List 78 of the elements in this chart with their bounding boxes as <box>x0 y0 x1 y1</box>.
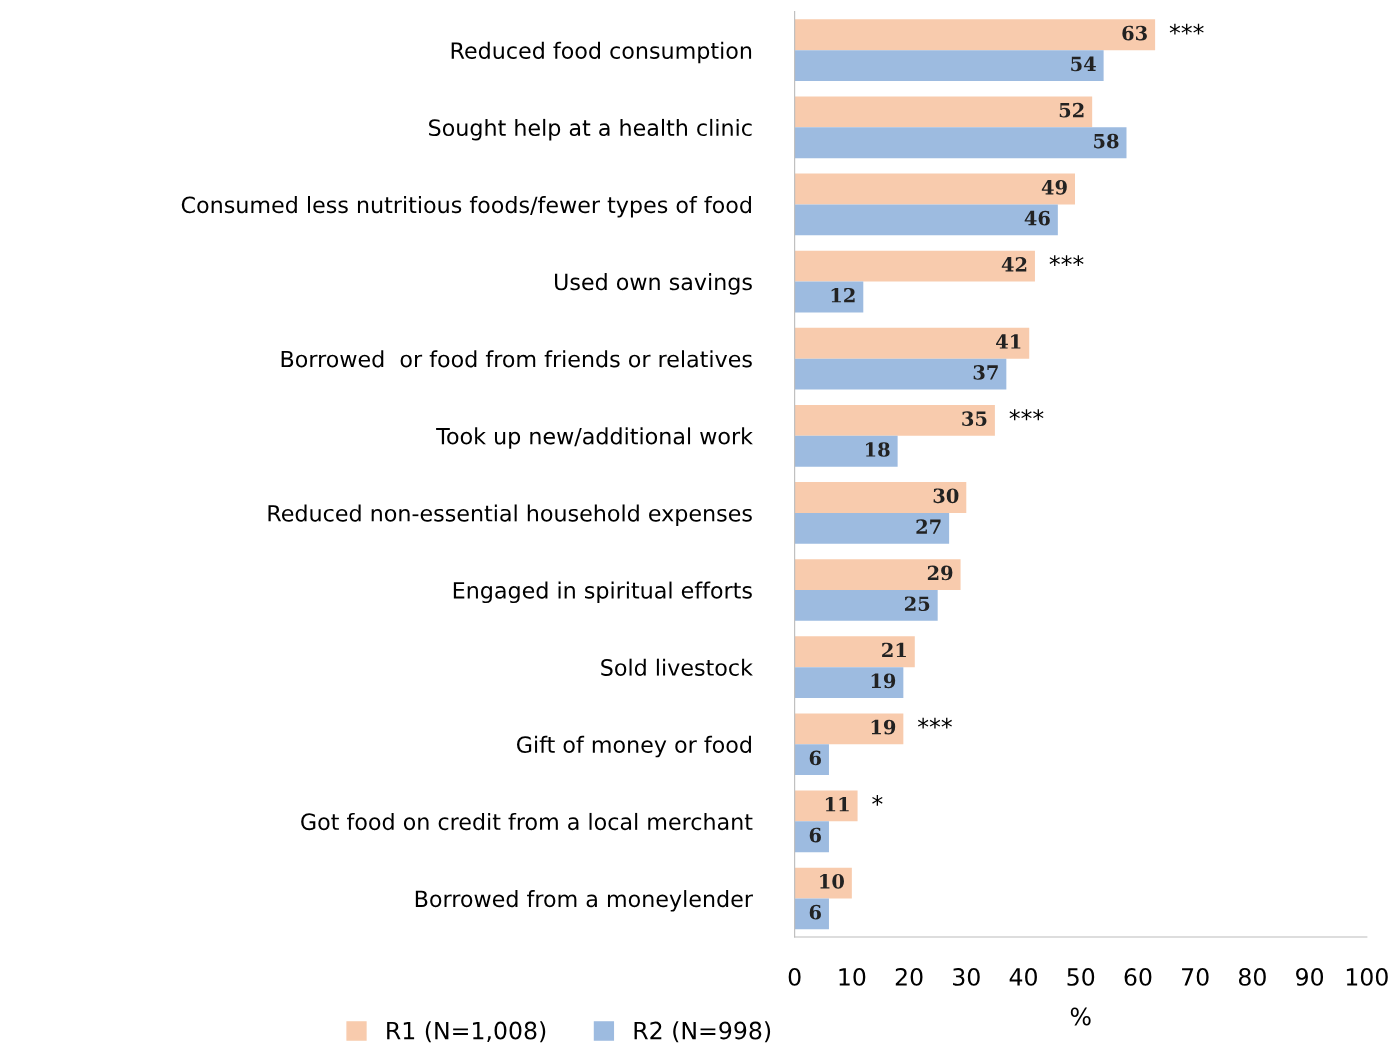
data-label: 25 <box>904 596 930 612</box>
annotation: *** <box>1009 409 1044 421</box>
x-tick-label: 0 <box>788 968 801 986</box>
x-tick-label: 10 <box>839 968 866 986</box>
bar <box>794 281 864 313</box>
y-tick-label: Reduced food consumption <box>451 41 752 64</box>
y-tick-label: Sold livestock <box>601 658 753 676</box>
data-label: 41 <box>996 334 1021 349</box>
data-label: 29 <box>927 565 953 581</box>
bar <box>794 744 829 776</box>
data-label: 58 <box>1094 133 1119 149</box>
bar <box>794 559 961 591</box>
x-tick-label: 60 <box>1124 968 1152 986</box>
bar <box>794 50 1104 82</box>
bar <box>794 173 1076 205</box>
y-tick-label: Got food on credit from a local merchant <box>301 812 753 831</box>
bar <box>794 636 915 668</box>
data-label: 10 <box>820 873 844 889</box>
data-label: 21 <box>882 642 906 658</box>
data-label: 52 <box>1059 102 1084 118</box>
data-label: 35 <box>962 411 987 427</box>
data-label: 63 <box>1122 25 1147 41</box>
bar <box>794 404 995 436</box>
bar <box>794 713 904 745</box>
y-tick-label: Used own savings <box>555 273 752 295</box>
bar <box>794 358 1007 390</box>
y-tick-label: Borrowed from a moneylender <box>415 890 753 912</box>
data-label: 12 <box>831 287 855 303</box>
bar <box>794 435 898 467</box>
bar <box>794 667 904 698</box>
x-tick-label: 40 <box>1009 968 1037 986</box>
x-tick-label: 20 <box>895 968 923 986</box>
bar <box>794 96 1093 128</box>
bar <box>794 250 1035 282</box>
bar <box>794 327 1030 359</box>
x-axis-title: % <box>1070 1007 1091 1026</box>
bar <box>794 482 967 513</box>
y-tick-label: Engaged in spiritual efforts <box>453 581 752 604</box>
data-label: 19 <box>871 673 896 689</box>
data-label: 54 <box>1071 56 1096 72</box>
data-label: 18 <box>866 442 890 457</box>
data-label: 11 <box>825 796 849 812</box>
bar <box>794 590 938 621</box>
data-label: 42 <box>1001 257 1027 272</box>
data-label: 37 <box>973 365 998 380</box>
y-tick-label: Gift of money or food <box>516 735 751 758</box>
bar <box>794 790 858 822</box>
data-label: 30 <box>933 488 959 504</box>
x-tick-label: 80 <box>1238 968 1266 986</box>
annotation: * <box>872 794 883 806</box>
x-tick-label: 90 <box>1296 968 1324 986</box>
y-tick-label: Sought help at a health clinic <box>429 118 752 141</box>
data-label: 46 <box>1024 210 1050 226</box>
bar <box>794 19 1156 51</box>
bar <box>794 821 829 853</box>
data-label: 49 <box>1041 179 1067 195</box>
data-label: 6 <box>809 750 821 766</box>
x-tick-label: 100 <box>1346 968 1388 986</box>
y-tick-label: Took up new/additional work <box>436 427 753 449</box>
x-tick-label: 30 <box>953 968 980 986</box>
annotation: *** <box>1169 23 1204 35</box>
bar <box>794 512 950 544</box>
x-tick-label: 50 <box>1067 968 1095 986</box>
bar <box>794 204 1058 236</box>
data-label: 27 <box>916 519 941 534</box>
data-label: 6 <box>809 904 821 920</box>
y-tick-label: Consumed less nutritious foods/fewer types of food <box>181 196 751 218</box>
bar <box>794 127 1127 159</box>
data-label: 19 <box>871 719 896 735</box>
y-tick-label: Reduced non-essential household expenses <box>268 504 752 526</box>
annotation: *** <box>917 717 952 729</box>
y-tick-label: Borrowed or food from friends or relatives <box>281 350 752 368</box>
bar <box>794 898 829 930</box>
annotation: *** <box>1049 255 1084 266</box>
data-label: 6 <box>809 827 821 843</box>
x-tick-label: 70 <box>1182 968 1209 986</box>
legend-label: R2 (N=998) <box>634 1021 771 1043</box>
legend-label: R1 (N=1,008) <box>387 1021 546 1043</box>
